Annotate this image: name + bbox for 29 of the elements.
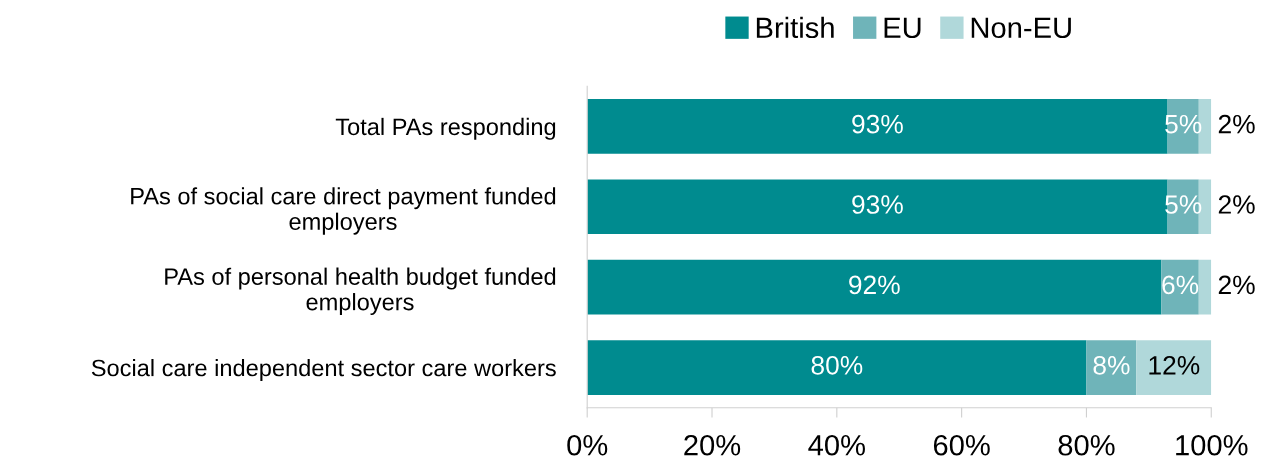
- x-tick-label: 20%: [684, 434, 741, 456]
- x-tick-label: 40%: [808, 434, 865, 456]
- y-tick-label: PAs of social care direct payment funded employers: [131, 187, 556, 235]
- data-label: 2%: [1218, 195, 1255, 214]
- data-label: 2%: [1218, 275, 1255, 295]
- x-tick-label: 0%: [567, 434, 608, 456]
- bar: [1161, 259, 1199, 315]
- x-tick-label: 60%: [933, 434, 990, 456]
- data-label: 93%: [852, 195, 903, 214]
- legend-label: Non-EU: [971, 17, 1071, 39]
- bar: [1136, 340, 1212, 395]
- y-tick-label: PAs of personal health budget funded employers: [165, 267, 556, 316]
- data-label: 93%: [852, 114, 903, 134]
- y-tick-label: Total PAs responding: [335, 117, 556, 140]
- legend-label: British: [756, 16, 834, 39]
- x-tick-label: 80%: [1058, 434, 1115, 456]
- data-label: 6%: [1162, 275, 1199, 295]
- legend-label: EU: [884, 17, 921, 39]
- y-tick-label: Social care independent sector care workers: [91, 359, 556, 382]
- data-label: 12%: [1149, 355, 1200, 375]
- data-label: 2%: [1218, 114, 1255, 134]
- bar: [1198, 259, 1212, 315]
- bar: [1086, 340, 1137, 395]
- data-label: 80%: [811, 355, 863, 375]
- bar: [587, 259, 1162, 315]
- data-label: 8%: [1093, 355, 1130, 375]
- data-label: 92%: [849, 275, 900, 295]
- bar: [587, 340, 1087, 395]
- x-tick-label: 100%: [1176, 434, 1248, 456]
